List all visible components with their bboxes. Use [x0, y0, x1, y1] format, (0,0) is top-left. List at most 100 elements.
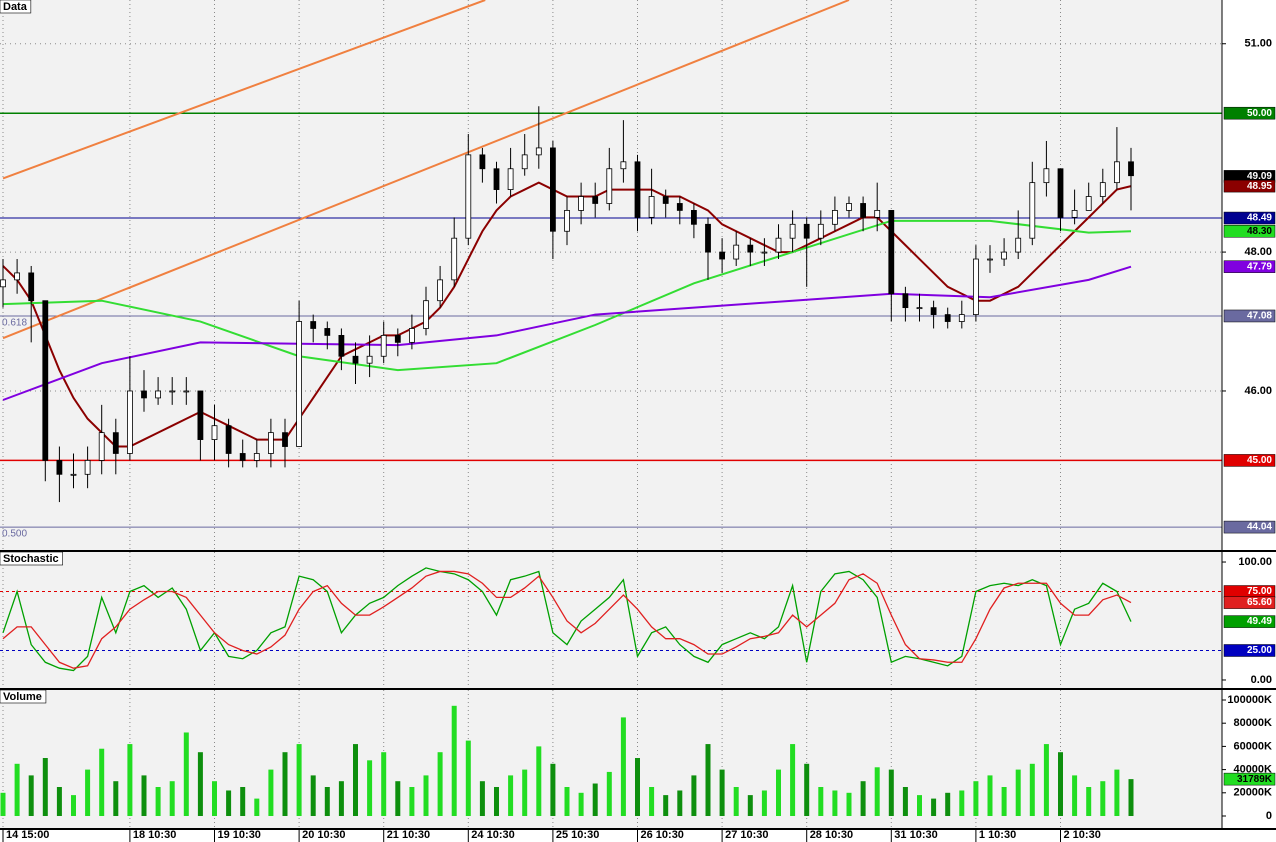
x-tick-label: 1 10:30 [979, 829, 1016, 841]
candle-body [423, 300, 429, 329]
candle-body [380, 335, 387, 357]
series-line [2, 0, 850, 340]
candle-body [366, 355, 373, 364]
volume-bar [451, 705, 457, 816]
candle-body [973, 258, 979, 315]
marker-label: 48.30 [1247, 226, 1272, 237]
candle-body [958, 314, 965, 322]
candle-body [817, 223, 824, 239]
volume-bar [606, 771, 612, 816]
volume-bar [818, 786, 824, 816]
volume-bar [494, 786, 499, 816]
volume-bar [324, 786, 330, 816]
volume-bar [99, 748, 105, 816]
value-marker [1223, 260, 1276, 273]
candle-body [775, 237, 782, 253]
candle-body [70, 473, 77, 476]
candle-body [225, 425, 232, 454]
volume-bar [423, 775, 429, 816]
y-tick-label: 60000K [1233, 740, 1272, 752]
candle-body [803, 223, 810, 239]
x-tick-label: 20 10:30 [302, 829, 345, 841]
volume-bar [649, 786, 655, 816]
y-tick-label: 0 [1266, 810, 1272, 822]
candle-body [860, 203, 866, 218]
volume-bar [183, 732, 189, 816]
volume-bar [56, 786, 62, 816]
marker-label: 49.09 [1247, 171, 1272, 182]
candle-body [14, 272, 21, 281]
candle-body [267, 432, 274, 454]
marker-label: 48.49 [1247, 213, 1272, 224]
volume-bar [1128, 779, 1134, 816]
volume-bar [578, 792, 584, 816]
volume-bar [212, 781, 217, 816]
volume-bar [747, 795, 753, 816]
candle-body [408, 328, 415, 343]
volume-bar [959, 790, 965, 816]
volume-bar [268, 769, 274, 816]
series-line [2, 570, 1132, 669]
panel-title-box [0, 551, 63, 566]
candle-body [211, 425, 218, 440]
volume-bar [987, 775, 993, 816]
candle-body [592, 196, 599, 204]
candle-body [42, 300, 49, 461]
volume-bar [197, 752, 203, 816]
marker-label: 47.08 [1247, 311, 1272, 322]
volume-bar [508, 775, 514, 816]
volume-bar [1086, 786, 1092, 816]
series-line [2, 0, 486, 180]
candle-body [1128, 161, 1134, 177]
y-tick-label: 0.00 [1251, 674, 1272, 686]
candle-body [296, 321, 303, 447]
candle-body [535, 147, 542, 156]
volume-bar [437, 752, 443, 816]
x-tick-label: 2 10:30 [1064, 829, 1101, 841]
y-tick-label: 48.00 [1244, 246, 1272, 258]
volume-bar [733, 786, 739, 816]
volume-bar [790, 744, 796, 816]
volume-bar [832, 790, 838, 816]
x-tick-label: 27 10:30 [725, 829, 768, 841]
candle-body [197, 390, 204, 440]
volume-bar [465, 740, 471, 816]
volume-bar [931, 798, 937, 816]
candle-body [987, 258, 993, 261]
marker-label: 48.95 [1247, 181, 1272, 192]
level-box [1223, 520, 1276, 534]
marker-label: 49.49 [1247, 616, 1272, 627]
volume-bar [522, 769, 528, 816]
volume-bar [719, 769, 725, 816]
volume-bar [874, 767, 880, 816]
volume-bar [226, 790, 232, 816]
volume-bar [409, 786, 415, 816]
value-marker [1223, 225, 1276, 238]
candle-body [1043, 168, 1050, 184]
volume-bar [846, 792, 852, 816]
candle-body [944, 314, 951, 322]
candle-body [1015, 237, 1022, 253]
volume-bar [550, 763, 556, 816]
volume-bar [663, 795, 669, 816]
level-box [1223, 644, 1276, 657]
y-tick-label: 80000K [1233, 717, 1272, 729]
level-note: 0.618 [2, 318, 27, 329]
volume-bar [310, 775, 316, 816]
volume-bar [691, 775, 697, 816]
volume-bar [254, 798, 260, 816]
candle-body [550, 147, 556, 232]
candle-body [155, 390, 162, 399]
marker-label: 50.00 [1247, 108, 1272, 119]
volume-bar [620, 717, 626, 816]
marker-label: 45.00 [1247, 455, 1272, 466]
candle-body [98, 432, 105, 461]
candle-body [437, 279, 444, 302]
volume-bar [888, 769, 894, 816]
candle-body [761, 251, 768, 254]
candle-body [112, 432, 119, 454]
candle-body [183, 390, 190, 393]
candle-body [691, 210, 697, 225]
level-box [1223, 211, 1276, 225]
